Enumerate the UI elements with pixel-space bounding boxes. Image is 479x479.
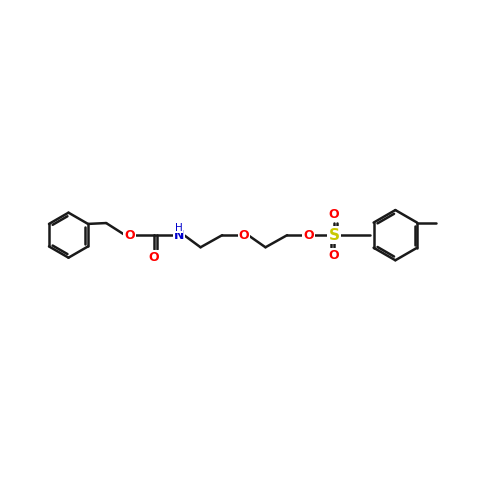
Text: H: H	[175, 223, 183, 233]
Text: O: O	[239, 228, 249, 242]
Text: O: O	[148, 251, 159, 264]
Text: O: O	[329, 208, 339, 221]
Text: N: N	[174, 228, 184, 242]
Text: O: O	[304, 228, 314, 242]
Text: S: S	[329, 228, 340, 243]
Text: O: O	[329, 250, 339, 262]
Text: O: O	[124, 228, 135, 242]
